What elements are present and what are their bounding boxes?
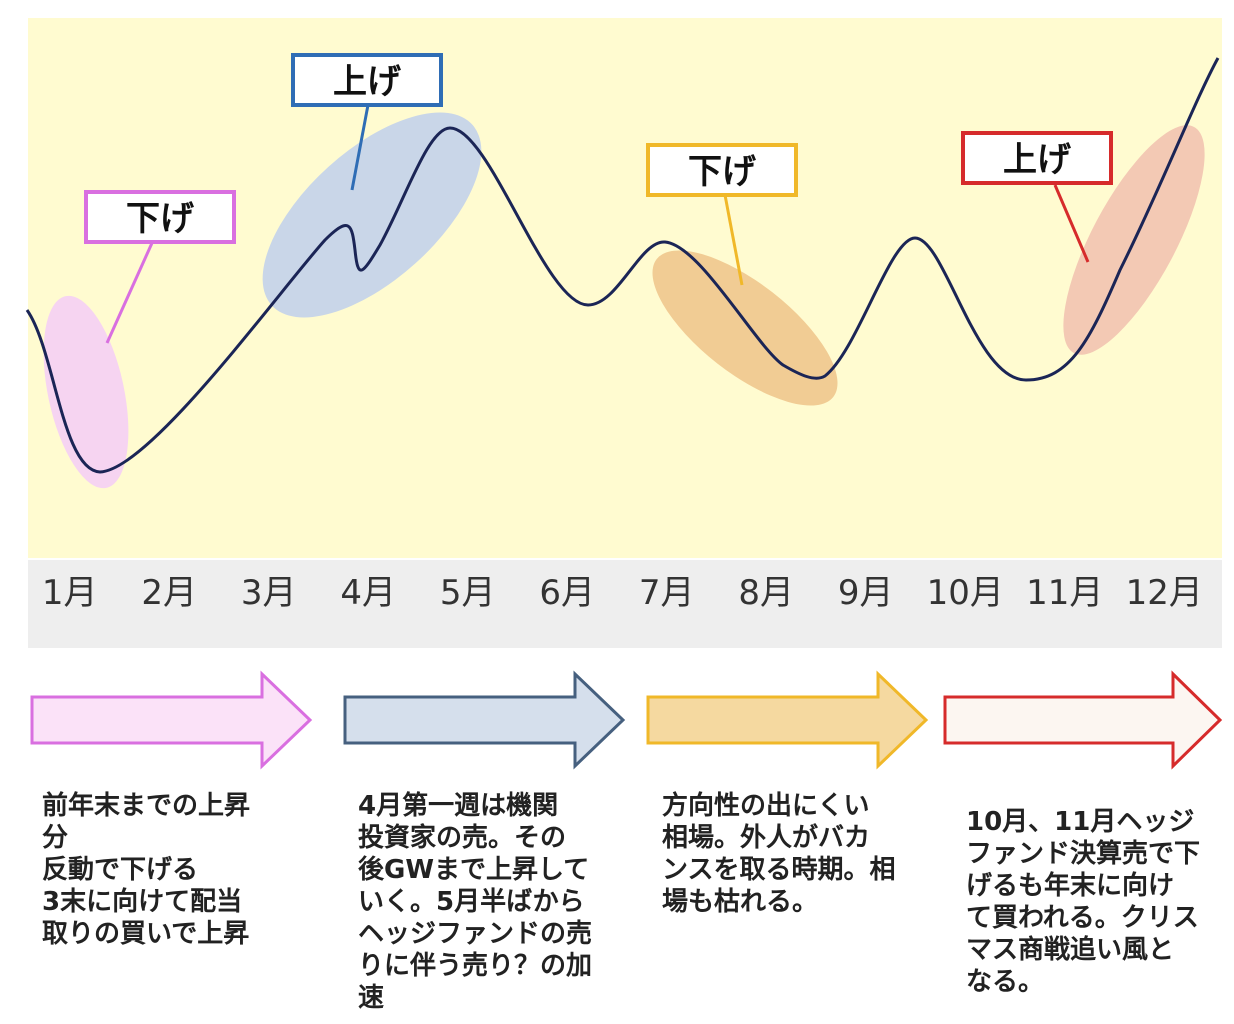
month-label: 12月 bbox=[1126, 573, 1203, 613]
period-arrow-oct-dec bbox=[943, 670, 1223, 770]
month-label: 10月 bbox=[927, 573, 1004, 613]
description-line: 方向性の出にくい bbox=[662, 791, 870, 821]
callout-pointer-august bbox=[723, 194, 744, 286]
description-apr-jun: 4月第一週は機関 投資家の売。その 後GWまで上昇して いく。5月半ばから ヘッ… bbox=[358, 790, 592, 1014]
period-arrow-apr-jun bbox=[343, 670, 626, 770]
month-band bbox=[28, 560, 1222, 648]
description-line: 分 bbox=[42, 823, 69, 853]
highlight-april-rise bbox=[262, 112, 482, 318]
period-arrow-jan-mar bbox=[30, 670, 313, 770]
seasonal-curve bbox=[25, 57, 1220, 474]
description-jul-sep: 方向性の出にくい 相場。外人がバカ ンスを取る時期。相 場も枯れる。 bbox=[662, 790, 895, 918]
callout-box-november-up bbox=[961, 131, 1113, 185]
callout-pointer-april bbox=[350, 104, 370, 191]
month-label: 1月 bbox=[42, 573, 98, 613]
month-label: 11月 bbox=[1026, 573, 1103, 613]
description-line: 投資家の売。その bbox=[358, 823, 567, 853]
callout-box-august-down bbox=[646, 143, 798, 197]
description-line: 速 bbox=[358, 983, 385, 1013]
month-label: 4月 bbox=[340, 573, 396, 613]
description-line: 後GWまで上昇して bbox=[358, 855, 590, 885]
description-line: て買われる。クリス bbox=[966, 903, 1199, 933]
description-oct-dec: 10月、11月ヘッジ ファンド決算売で下 げるも年末に向け て買われる。クリス … bbox=[966, 806, 1200, 998]
plot-background bbox=[28, 18, 1222, 558]
description-line: げるも年末に向け bbox=[966, 871, 1175, 901]
description-line: ンスを取る時期。相 bbox=[662, 855, 896, 885]
description-line: 10月、11月ヘッジ bbox=[966, 807, 1195, 837]
period-arrow-jul-sep bbox=[646, 670, 929, 770]
description-line: 相場。外人がバカ bbox=[662, 823, 871, 853]
month-label: 5月 bbox=[440, 573, 496, 613]
month-label: 6月 bbox=[539, 573, 595, 613]
highlight-january-dip bbox=[43, 295, 129, 489]
description-line: ヘッジファンドの売 bbox=[358, 919, 593, 949]
month-labels: 1月 2月 3月 4月 5月 6月 7月 8月 9月 10月 11月 12月 bbox=[42, 573, 1203, 613]
month-label: 2月 bbox=[141, 573, 197, 613]
month-label: 9月 bbox=[838, 573, 894, 613]
description-line: いく。5月半ばから bbox=[358, 887, 585, 917]
description-line: 4月第一週は機関 bbox=[358, 791, 559, 821]
callout-label-november-up: 上げ bbox=[1003, 140, 1071, 180]
callout-pointer-january bbox=[105, 242, 154, 344]
callout-box-january-down bbox=[84, 190, 236, 244]
callout-label-january-down: 下げ bbox=[126, 199, 194, 239]
description-line: なる。 bbox=[966, 967, 1045, 997]
description-jan-mar: 前年末までの上昇 分 反動で下げる 3末に向けて配当 取りの買いで上昇 bbox=[42, 790, 250, 950]
description-line: ファンド決算売で下 bbox=[966, 839, 1201, 869]
callout-label-april-up: 上げ bbox=[333, 62, 401, 102]
description-line: 前年末までの上昇 bbox=[42, 791, 251, 821]
callout-label-august-down: 下げ bbox=[688, 152, 756, 192]
description-line: りに伴う売り？の加 bbox=[358, 951, 593, 981]
callout-pointer-november bbox=[1053, 184, 1090, 263]
callout-box-april-up bbox=[291, 53, 443, 107]
description-line: 反動で下げる bbox=[42, 855, 199, 885]
description-line: マス商戦追い風と bbox=[966, 935, 1175, 965]
month-label: 3月 bbox=[241, 573, 297, 613]
description-line: 取りの買いで上昇 bbox=[42, 919, 250, 949]
description-line: 場も枯れる。 bbox=[662, 887, 819, 917]
highlight-august-fall bbox=[652, 250, 838, 406]
description-line: 3末に向けて配当 bbox=[42, 887, 243, 917]
month-label: 7月 bbox=[639, 573, 695, 613]
month-label: 8月 bbox=[738, 573, 794, 613]
